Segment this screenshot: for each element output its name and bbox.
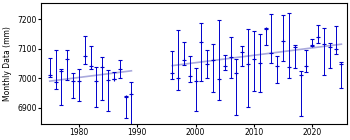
Y-axis label: Monthly Data (mm): Monthly Data (mm) — [3, 26, 12, 101]
